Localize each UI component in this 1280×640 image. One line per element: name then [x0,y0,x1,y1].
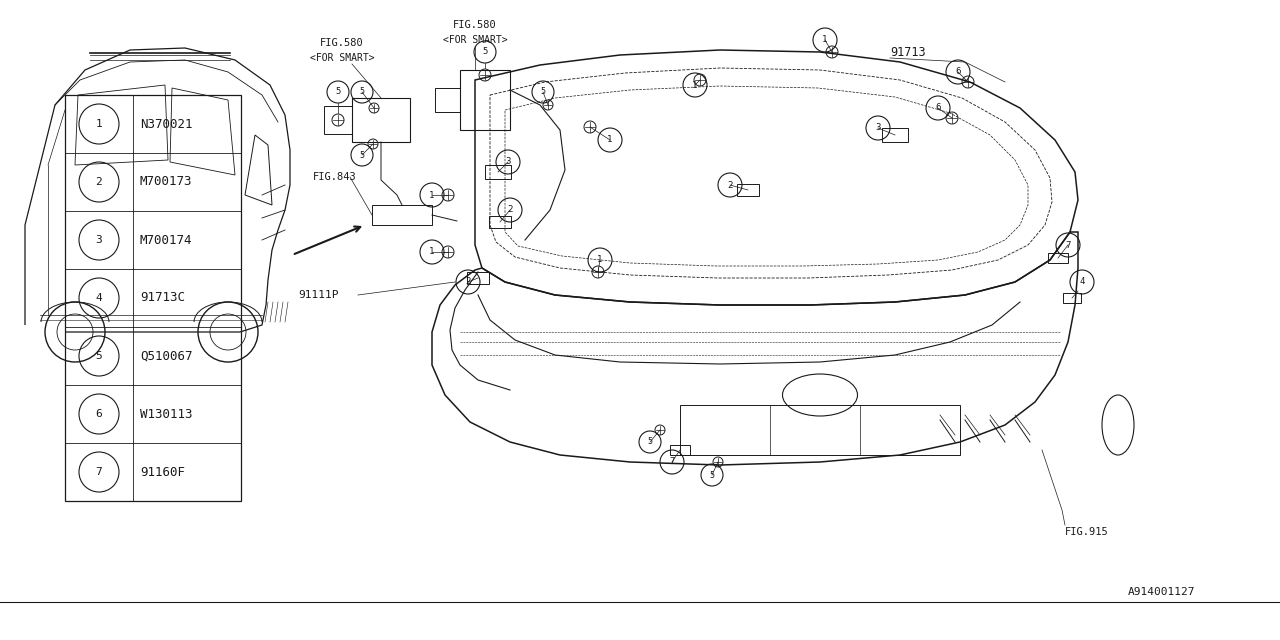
Text: 1: 1 [429,191,435,200]
Text: 5: 5 [709,470,714,479]
Bar [882,128,908,142]
Text: M700174: M700174 [140,234,192,246]
Bar [1048,253,1068,263]
Text: <FOR SMART>: <FOR SMART> [443,35,507,45]
Text: Q510067: Q510067 [140,349,192,362]
Bar [1062,293,1082,303]
Text: 5: 5 [360,150,365,159]
Text: 7: 7 [96,467,102,477]
Text: FIG.915: FIG.915 [1065,527,1108,537]
Text: 2: 2 [466,278,471,287]
Text: 2: 2 [507,205,513,214]
Text: 7: 7 [669,458,675,467]
Bar [352,98,410,142]
Bar [680,405,960,455]
Text: 1: 1 [692,81,698,90]
Text: N370021: N370021 [140,118,192,131]
Bar [372,205,433,225]
Text: 3: 3 [96,235,102,245]
Text: 1: 1 [607,136,613,145]
Text: 5: 5 [483,47,488,56]
Text: 3: 3 [876,124,881,132]
Text: 4: 4 [96,293,102,303]
Text: 3: 3 [506,157,511,166]
Text: 2: 2 [96,177,102,187]
Bar [489,216,511,228]
Bar [460,70,509,130]
Text: M700173: M700173 [140,175,192,189]
Text: FIG.580: FIG.580 [320,38,364,48]
Text: 91713C: 91713C [140,291,186,305]
Bar [65,95,241,501]
Text: 5: 5 [648,438,653,447]
Text: FIG.843: FIG.843 [314,172,357,182]
Text: 4: 4 [1079,278,1084,287]
Bar [467,272,489,284]
Text: 1: 1 [96,119,102,129]
Text: 6: 6 [96,409,102,419]
Text: A914001127: A914001127 [1128,587,1196,597]
Text: 91111P: 91111P [298,290,338,300]
Text: 6: 6 [936,104,941,113]
Bar [669,445,690,455]
Text: 5: 5 [360,88,365,97]
Text: W130113: W130113 [140,408,192,420]
Text: 1: 1 [429,248,435,257]
Text: 5: 5 [96,351,102,361]
Text: 5: 5 [540,88,545,97]
Text: 91713: 91713 [890,45,925,58]
Bar [737,184,759,196]
Bar [324,106,352,134]
Text: 1: 1 [822,35,828,45]
Text: FIG.580: FIG.580 [453,20,497,30]
Text: <FOR SMART>: <FOR SMART> [310,53,374,63]
Bar [435,88,460,112]
Text: 91160F: 91160F [140,465,186,479]
Text: 1: 1 [598,255,603,264]
Bar [485,165,511,179]
Text: 2: 2 [727,180,732,189]
Text: 6: 6 [955,67,961,77]
Text: 5: 5 [335,88,340,97]
Text: 7: 7 [1065,241,1070,250]
